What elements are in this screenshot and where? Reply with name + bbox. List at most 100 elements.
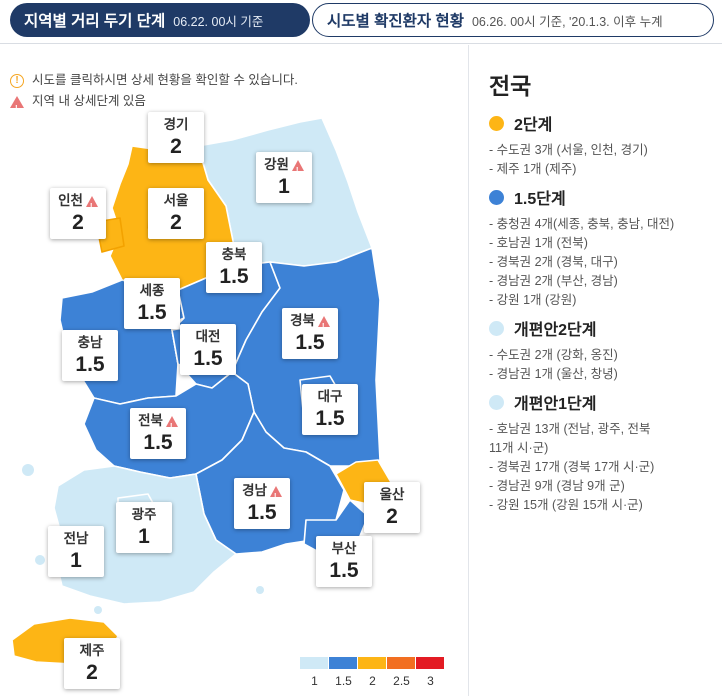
region-name: 울산 [379, 487, 405, 502]
region-name: 서울 [163, 193, 189, 208]
tier-item: - 호남권 1개 (전북) [489, 236, 588, 250]
label-incheon[interactable]: 인천 2 [50, 188, 106, 239]
notice-click-hint: ! 시도를 클릭하시면 상세 현황을 확인할 수 있습니다. [10, 70, 298, 91]
notice-detail-level: 지역 내 상세단계 있음 [10, 91, 298, 119]
region-name: 대전 [195, 329, 221, 344]
legend-label: 2.5 [393, 674, 410, 688]
region-name: 전남 [63, 531, 89, 546]
legend-label: 1 [311, 674, 318, 688]
label-gyeongbuk[interactable]: 경북 1.5 [282, 308, 338, 359]
label-sejong[interactable]: 세종 1.5 [124, 278, 180, 329]
notice-text: 지역 내 상세단계 있음 [32, 94, 146, 108]
island [94, 606, 102, 614]
legend-swatch [329, 657, 357, 669]
region-name: 경북 [290, 313, 315, 328]
tier-item: - 경남권 9개 (경남 9개 군) [489, 479, 625, 493]
tab-title: 시도별 확진환자 현황 [327, 13, 464, 30]
label-chungbuk[interactable]: 충북 1.5 [206, 242, 262, 293]
tier-item: - 수도권 2개 (강화, 옹진) [489, 348, 618, 362]
tier-item: - 충청권 4개(세종, 충북, 충남, 대전) [489, 217, 675, 231]
region-name: 충남 [77, 335, 103, 350]
region-level: 1.5 [219, 265, 249, 288]
region-level: 1 [278, 175, 290, 198]
tier-dot [489, 320, 504, 336]
tier-item: 11개 시·군) [489, 441, 549, 455]
tier-item: - 제주 1개 (제주) [489, 162, 577, 176]
region-level: 2 [170, 135, 182, 158]
region-level: 1.5 [315, 407, 345, 430]
tier-item: - 경북권 2개 (경북, 대구) [489, 255, 618, 269]
label-jeonnam[interactable]: 전남 1 [48, 526, 104, 577]
island [256, 586, 264, 594]
region-level: 1.5 [75, 353, 105, 376]
region-level: 2 [86, 661, 98, 684]
label-jeonbuk[interactable]: 전북 1.5 [130, 408, 186, 459]
tier-dot [489, 394, 504, 410]
legend-swatch [358, 657, 386, 669]
warning-icon [10, 95, 24, 119]
tier-label: 개편안1단계 [514, 396, 597, 413]
region-name: 대구 [317, 389, 343, 404]
region-level: 1.5 [193, 347, 223, 370]
label-busan[interactable]: 부산 1.5 [316, 536, 372, 587]
tier-item: - 경남권 2개 (부산, 경남) [489, 274, 618, 288]
region-level: 1 [70, 549, 82, 572]
tier-dot [489, 115, 504, 131]
region-name: 광주 [131, 507, 157, 522]
region-level: 2 [386, 505, 398, 528]
region-level: 1.5 [143, 431, 173, 454]
label-ulsan[interactable]: 울산 2 [364, 482, 420, 533]
region-level: 1.5 [137, 301, 167, 324]
island [22, 464, 34, 476]
level-legend: 1 1.5 2 2.5 3 [300, 657, 445, 688]
region-name: 강원 [264, 157, 289, 172]
region-level: 2 [170, 211, 182, 234]
tier-label: 2단계 [514, 117, 553, 134]
tab-confirmed-cases[interactable]: 시도별 확진환자 현황 06.26. 00시 기준, '20.1.3. 이후 누… [312, 3, 714, 37]
label-daegu[interactable]: 대구 1.5 [302, 384, 358, 435]
tier-label: 개편안2단계 [514, 322, 597, 339]
label-gyeongnam[interactable]: 경남 1.5 [234, 478, 290, 529]
info-icon: ! [10, 73, 24, 88]
label-seoul[interactable]: 서울 2 [148, 188, 204, 239]
label-gyeonggi[interactable]: 경기 2 [148, 112, 204, 163]
tab-distancing-level[interactable]: 지역별 거리 두기 단계 06.22. 00시 기준 [10, 3, 310, 37]
label-daejeon[interactable]: 대전 1.5 [180, 324, 236, 375]
tier-item: - 경남권 1개 (울산, 창녕) [489, 367, 618, 381]
warning-icon [317, 315, 330, 336]
legend-label: 1.5 [335, 674, 352, 688]
tab-subtitle: 06.22. 00시 기준 [173, 14, 264, 29]
tier-level-1-5: 1.5단계 - 충청권 4개(세종, 충북, 충남, 대전) - 호남권 1개 … [489, 185, 722, 310]
warning-icon [165, 415, 178, 436]
region-level: 1.5 [247, 501, 277, 524]
tab-title: 지역별 거리 두기 단계 [24, 13, 166, 30]
tab-bar: 지역별 거리 두기 단계 06.22. 00시 기준 시도별 확진환자 현황 0… [0, 0, 722, 44]
label-gwangju[interactable]: 광주 1 [116, 502, 172, 553]
label-chungnam[interactable]: 충남 1.5 [62, 330, 118, 381]
notice-text: 시도를 클릭하시면 상세 현황을 확인할 수 있습니다. [32, 73, 298, 87]
tier-item: - 수도권 3개 (서울, 인천, 경기) [489, 143, 648, 157]
tier-revised-level-2: 개편안2단계 - 수도권 2개 (강화, 옹진) - 경남권 1개 (울산, 창… [489, 316, 722, 384]
region-name: 경남 [242, 483, 267, 498]
region-name: 인천 [58, 193, 83, 208]
legend-label: 2 [369, 674, 376, 688]
region-name: 경기 [163, 117, 189, 132]
warning-icon [269, 485, 282, 506]
label-gangwon[interactable]: 강원 1 [256, 152, 312, 203]
region-name: 세종 [139, 283, 165, 298]
island [35, 555, 45, 565]
tier-item: - 강원 1개 (강원) [489, 293, 577, 307]
warning-icon [85, 195, 98, 216]
tab-subtitle: 06.26. 00시 기준, '20.1.3. 이후 누계 [471, 14, 663, 29]
legend-label: 3 [427, 674, 434, 688]
region-level: 1.5 [295, 331, 325, 354]
label-jeju[interactable]: 제주 2 [64, 638, 120, 689]
region-level: 2 [72, 211, 84, 234]
tier-revised-level-1: 개편안1단계 - 호남권 13개 (전남, 광주, 전북 11개 시·군) - … [489, 390, 722, 515]
summary-panel: 전국 2단계 - 수도권 3개 (서울, 인천, 경기) - 제주 1개 (제주… [468, 45, 722, 696]
region-name: 제주 [79, 643, 105, 658]
region-name: 부산 [331, 541, 357, 556]
region-level: 1.5 [329, 559, 359, 582]
panel-title: 전국 [489, 73, 532, 99]
legend-swatch [387, 657, 415, 669]
